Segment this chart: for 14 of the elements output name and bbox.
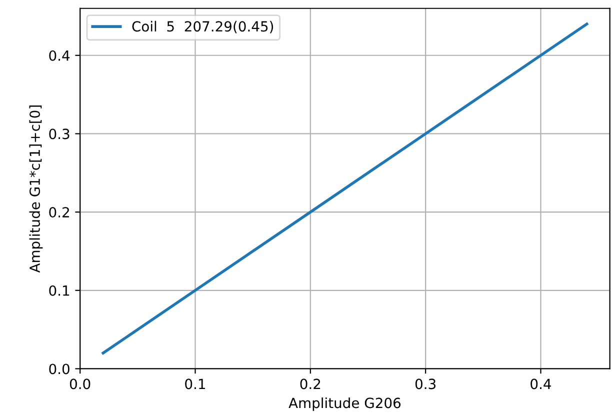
y-tick-label: 0.3 [49,128,70,140]
y-axis-title: Amplitude G1*c[1]+c[0] [29,106,43,273]
y-tick-label: 0.0 [49,364,70,374]
x-tick-label: 0.4 [530,378,552,390]
legend-label: Coil 5 207.29(0.45) [132,20,274,34]
x-axis-title: Amplitude G206 [288,397,401,411]
line-series [102,22,588,354]
x-tick-label: 0.0 [70,378,90,390]
y-tick-label: 0.1 [49,285,70,296]
y-tick-label: 0.2 [49,207,69,218]
x-tick-label: 0.3 [415,378,436,390]
x-tick-label: 0.1 [185,378,206,390]
y-tick-label: 0.4 [49,50,70,61]
x-tick-label: 0.2 [300,378,320,390]
